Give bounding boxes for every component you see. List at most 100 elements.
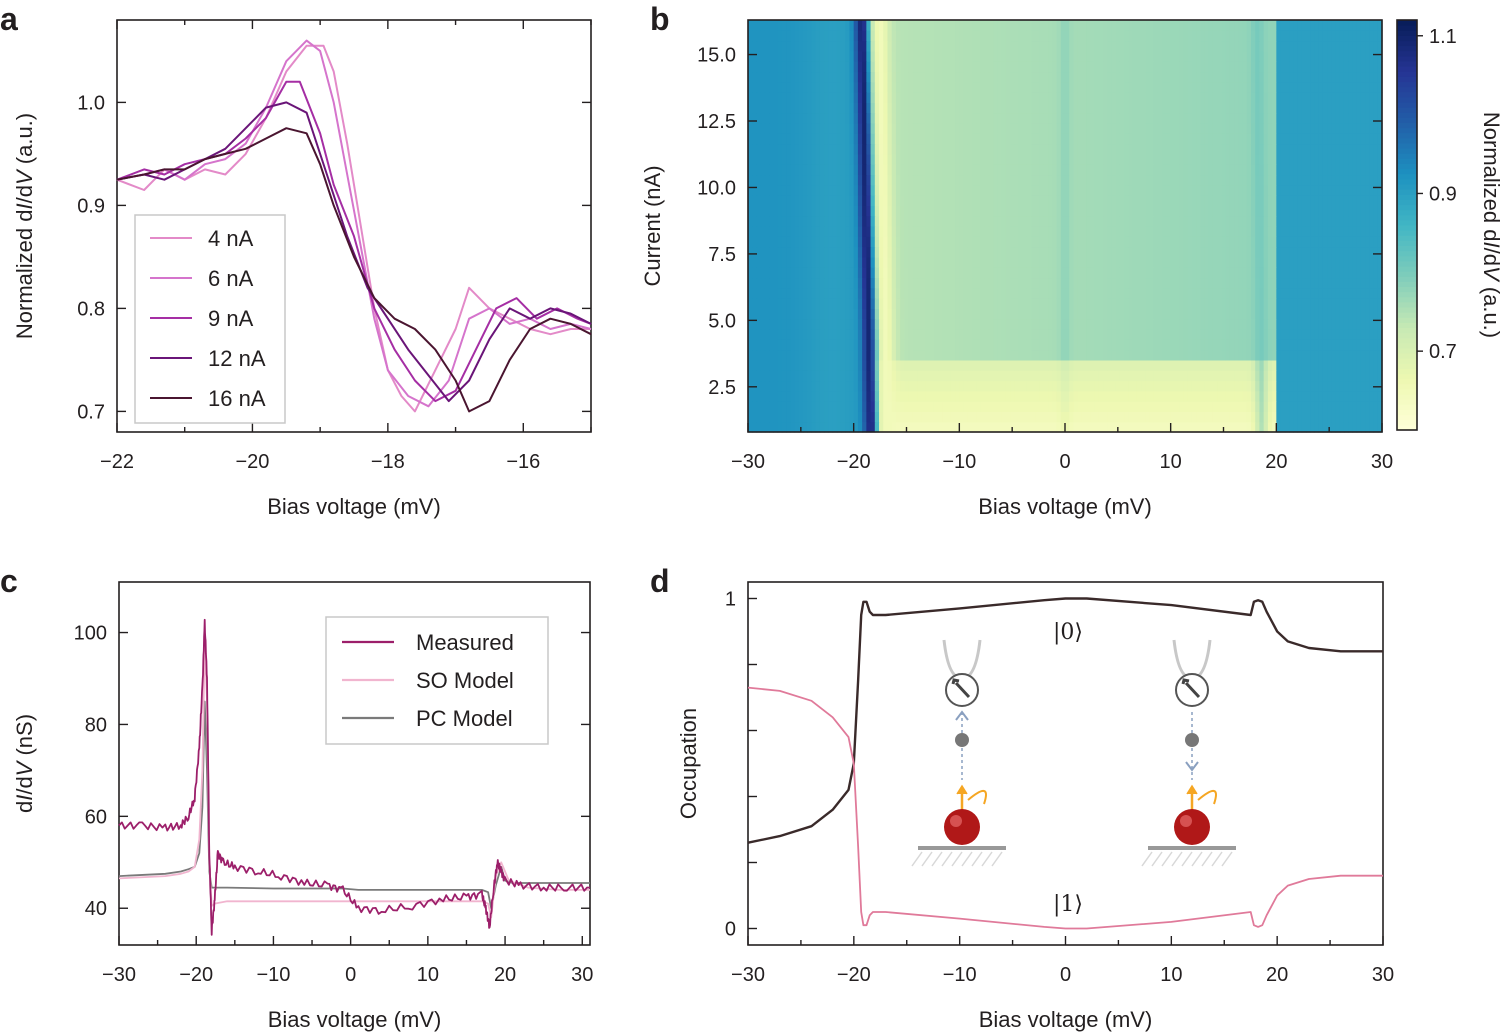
- heatmap-cell: [942, 236, 948, 248]
- heatmap-cell: [1107, 246, 1113, 258]
- heatmap-cell: [1069, 370, 1075, 382]
- heatmap-cell: [933, 246, 939, 258]
- heatmap-cell: [938, 143, 944, 155]
- heatmap-cell: [1179, 164, 1184, 176]
- heatmap-cell: [967, 92, 973, 103]
- heatmap-cell: [1039, 92, 1045, 103]
- heatmap-cell: [1179, 421, 1184, 433]
- heatmap-cell: [879, 112, 884, 124]
- heatmap-cell: [1238, 143, 1244, 155]
- heatmap-cell: [1259, 112, 1265, 124]
- heatmap-cell: [815, 184, 821, 196]
- heatmap-cell: [1010, 339, 1015, 351]
- heatmap-cell: [764, 133, 770, 145]
- heatmap-cell: [1022, 318, 1028, 330]
- heatmap-cell: [866, 123, 872, 134]
- heatmap-cell: [786, 133, 791, 145]
- heatmap-cell: [777, 380, 783, 392]
- heatmap-cell: [1314, 380, 1320, 392]
- heatmap-cell: [1179, 390, 1184, 402]
- heatmap-cell: [942, 298, 948, 309]
- heatmap-cell: [997, 143, 1003, 155]
- heatmap-cell: [1196, 205, 1201, 217]
- heatmap-cell: [777, 339, 783, 351]
- heatmap-cell: [1238, 359, 1244, 371]
- heatmap-cell: [1098, 380, 1104, 392]
- heatmap-cell: [1149, 143, 1155, 155]
- heatmap-cell: [1208, 174, 1214, 186]
- heatmap-cell: [1022, 339, 1028, 351]
- heatmap-cell: [925, 308, 931, 320]
- heatmap-cell: [1238, 102, 1244, 114]
- heatmap-cell: [1284, 112, 1290, 124]
- heatmap-cell: [1221, 164, 1227, 176]
- heatmap-cell: [1360, 112, 1366, 124]
- heatmap-cell: [895, 277, 901, 289]
- heatmap-cell: [1086, 174, 1091, 186]
- heatmap-cell: [756, 174, 762, 186]
- heatmap-cell: [777, 390, 783, 402]
- heatmap-cell: [1293, 308, 1299, 320]
- heatmap-cell: [1187, 277, 1193, 289]
- heatmap-cell: [1204, 195, 1210, 206]
- heatmap-cell: [1377, 267, 1383, 279]
- heatmap-cell: [900, 349, 905, 361]
- heatmap-cell: [824, 370, 829, 382]
- heatmap-cell: [1263, 359, 1269, 371]
- heatmap-cell: [1280, 236, 1286, 248]
- heatmap-cell: [1153, 339, 1159, 351]
- heatmap-cell: [1259, 133, 1265, 145]
- heatmap-cell: [874, 267, 880, 279]
- heatmap-cell: [1039, 318, 1045, 330]
- heatmap-cell: [836, 359, 842, 371]
- heatmap-cell: [1052, 318, 1058, 330]
- heatmap-cell: [938, 411, 944, 423]
- heatmap-cell: [866, 226, 872, 237]
- heatmap-cell: [1187, 112, 1193, 124]
- heatmap-cell: [1272, 164, 1277, 176]
- heatmap-cell: [853, 256, 859, 268]
- heatmap-cell: [1377, 256, 1383, 268]
- heatmap-cell: [840, 246, 846, 258]
- heatmap-cell: [1246, 349, 1252, 361]
- heatmap-cell: [1141, 164, 1146, 176]
- heatmap-cell: [1166, 164, 1172, 176]
- heatmap-cell: [1263, 195, 1269, 206]
- heatmap-cell: [1365, 339, 1370, 351]
- heatmap-cell: [1153, 329, 1159, 340]
- heatmap-cell: [1115, 329, 1121, 340]
- heatmap-cell: [1369, 287, 1375, 299]
- heatmap-cell: [1331, 329, 1337, 340]
- heatmap-cell: [904, 318, 910, 330]
- heatmap-cell: [946, 421, 952, 433]
- heatmap-cell: [1039, 123, 1045, 134]
- heatmap-cell: [984, 92, 990, 103]
- heatmap-cell: [1196, 287, 1201, 299]
- heatmap-cell: [908, 164, 914, 176]
- heatmap-cell: [1052, 308, 1058, 320]
- heatmap-cell: [1200, 380, 1206, 392]
- heatmap-cell: [1073, 390, 1079, 402]
- heatmap-cell: [1284, 298, 1290, 309]
- heatmap-cell: [959, 308, 965, 320]
- heatmap-cell: [840, 112, 846, 124]
- heatmap-cell: [1365, 164, 1370, 176]
- heatmap-cell: [866, 359, 872, 371]
- heatmap-cell: [849, 421, 855, 433]
- heatmap-cell: [1276, 236, 1282, 248]
- heatmap-cell: [1322, 318, 1328, 330]
- heatmap-cell: [1373, 277, 1379, 289]
- heatmap-cell: [1170, 370, 1176, 382]
- heatmap-cell: [1187, 380, 1193, 392]
- heatmap-cell: [1166, 380, 1172, 392]
- heatmap-cell: [862, 390, 867, 402]
- heatmap-cell: [955, 277, 960, 289]
- heatmap-cell: [997, 102, 1003, 114]
- heatmap-cell: [760, 205, 766, 217]
- heatmap-cell: [828, 339, 834, 351]
- heatmap-cell: [832, 195, 838, 206]
- heatmap-cell: [925, 390, 931, 402]
- heatmap-cell: [1094, 339, 1100, 351]
- heatmap-cell: [1018, 215, 1024, 227]
- heatmap-cell: [946, 401, 952, 412]
